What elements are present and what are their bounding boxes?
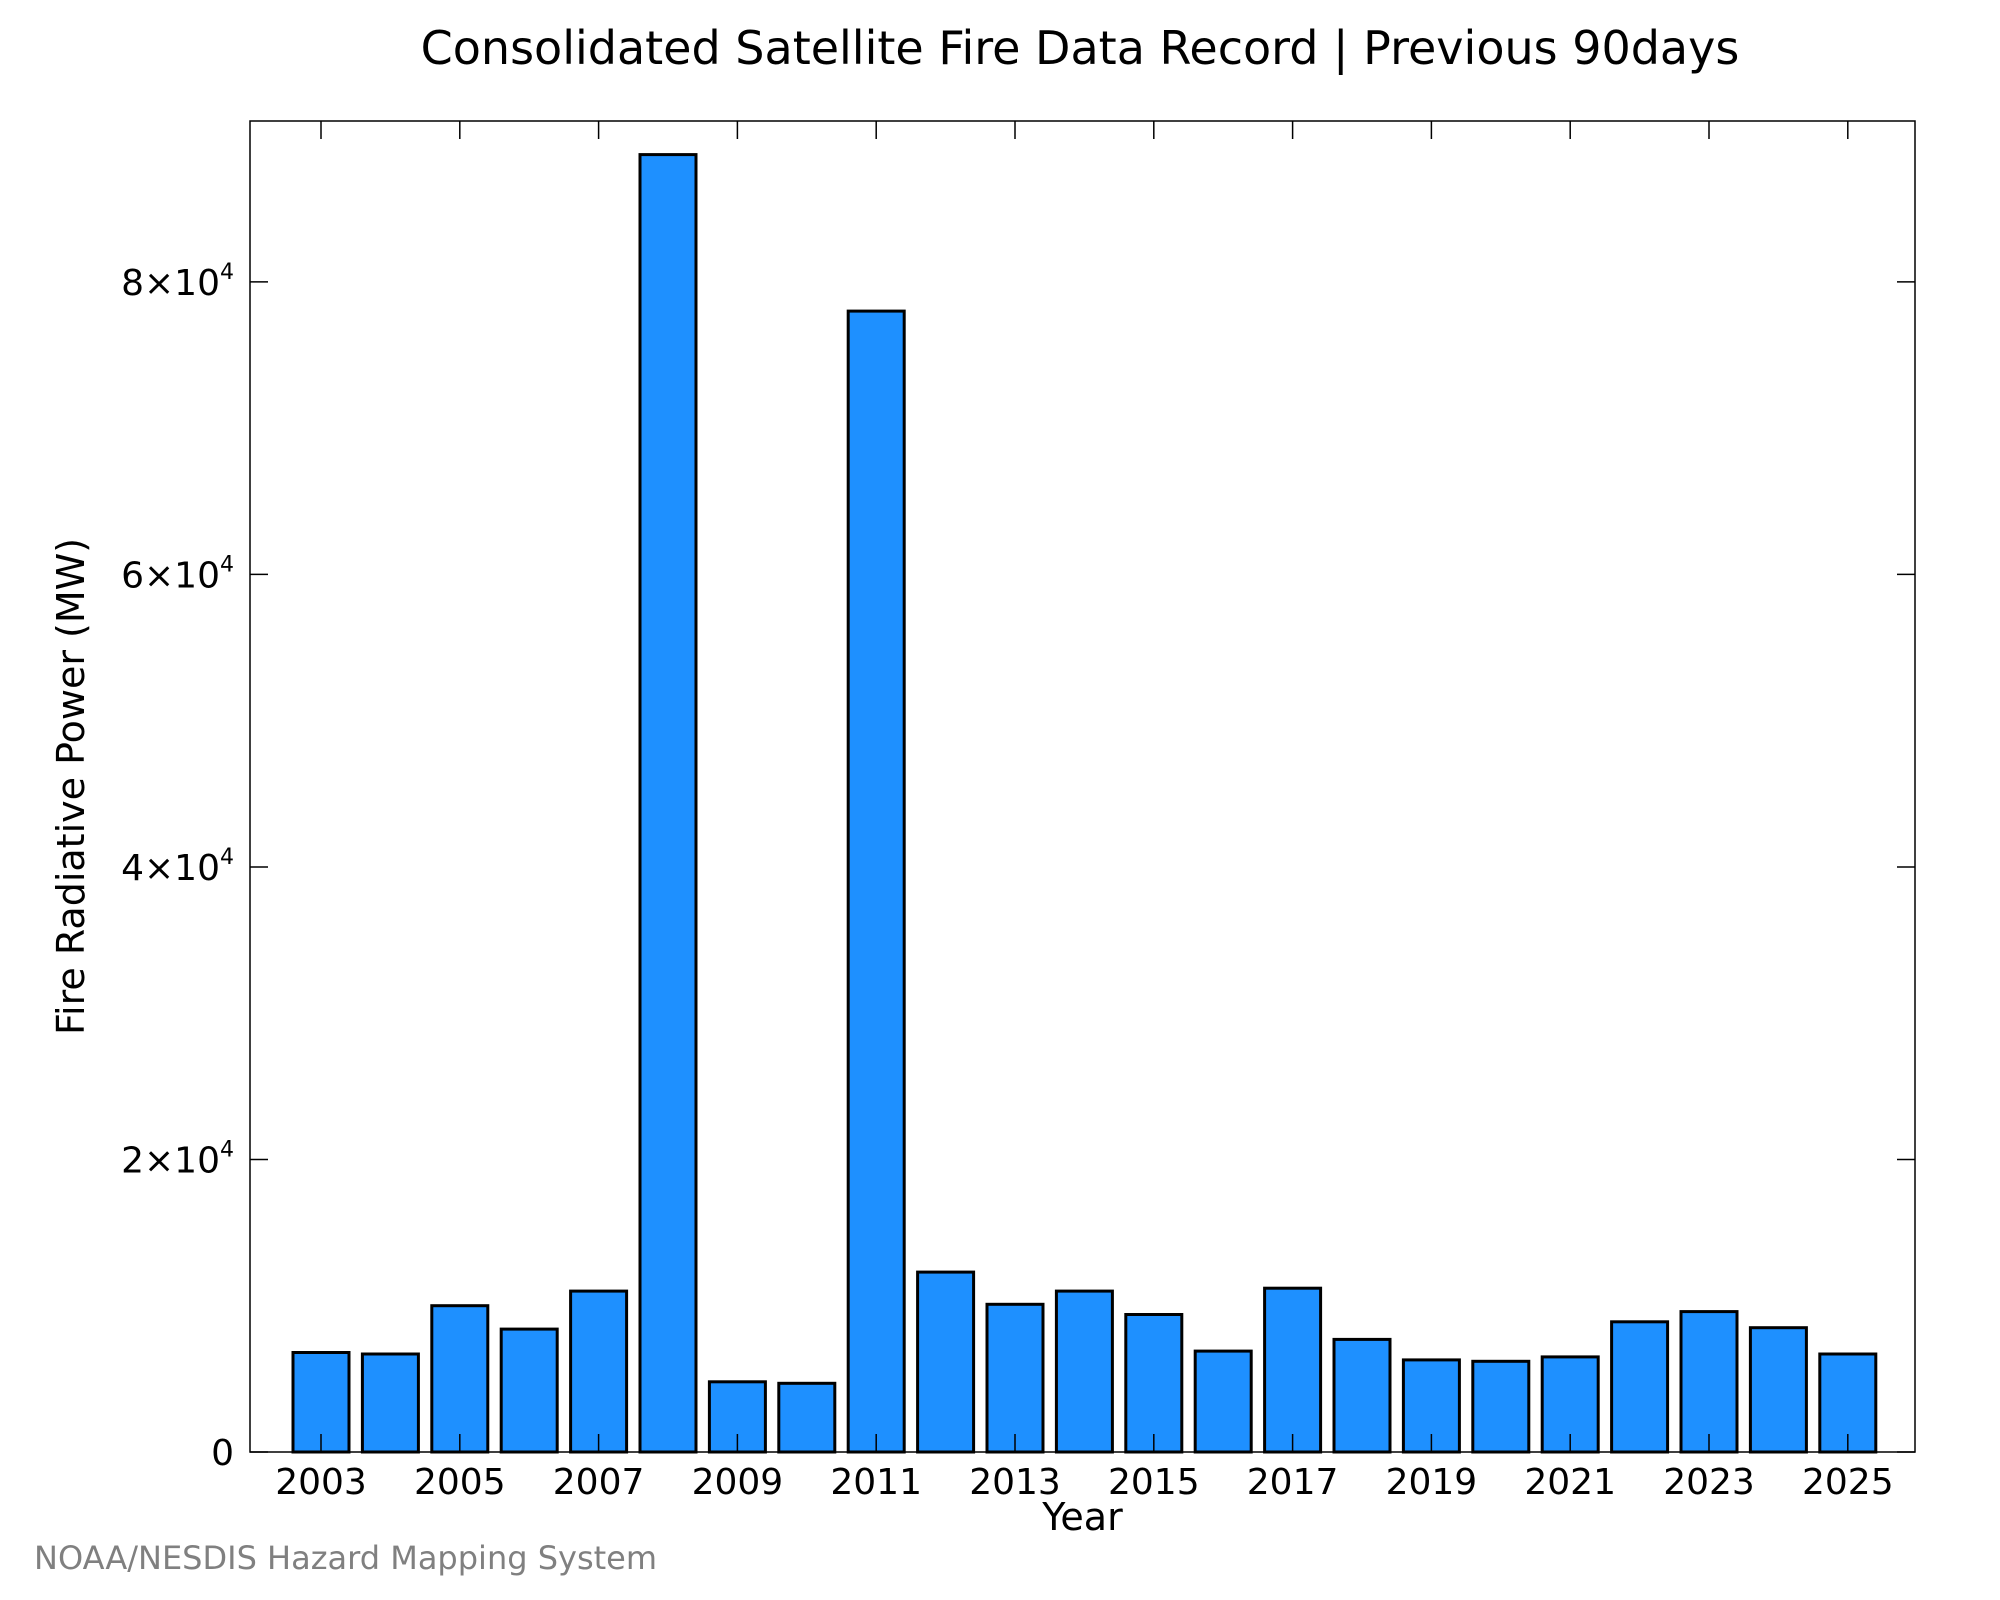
bar-2004 <box>360 1352 420 1454</box>
bar-2006 <box>499 1327 559 1454</box>
x-tick-label-2007: 2007 <box>553 1462 645 1503</box>
bar-2010 <box>777 1381 837 1454</box>
x-tick-label-2019: 2019 <box>1386 1462 1478 1503</box>
y-tick-label-60000: 6×104 <box>121 552 234 596</box>
bar-2014 <box>1054 1289 1114 1454</box>
bar-2017 <box>1263 1286 1323 1454</box>
bar-2013 <box>985 1302 1045 1454</box>
x-tick-label-2009: 2009 <box>692 1462 784 1503</box>
bar-2016 <box>1193 1349 1253 1454</box>
bar-2015 <box>1124 1313 1184 1454</box>
bar-2008 <box>638 153 698 1454</box>
y-tick-label-0: 0 <box>211 1433 234 1474</box>
x-tick-label-2015: 2015 <box>1108 1462 1200 1503</box>
bar-2024 <box>1748 1326 1808 1454</box>
y-tick-label-80000: 8×104 <box>121 260 234 304</box>
plot-frame <box>249 120 1916 1453</box>
x-tick-label-2011: 2011 <box>830 1462 922 1503</box>
x-tick-label-2021: 2021 <box>1524 1462 1616 1503</box>
y-tick-label-20000: 2×104 <box>121 1137 234 1181</box>
x-tick-label-2005: 2005 <box>414 1462 506 1503</box>
y-tick-label-40000: 4×104 <box>121 845 234 889</box>
chart-title: Consolidated Satellite Fire Data Record … <box>421 21 1740 76</box>
x-tick-label-2023: 2023 <box>1663 1462 1755 1503</box>
source-credit: NOAA/NESDIS Hazard Mapping System <box>34 1539 657 1577</box>
bar-2005 <box>430 1304 490 1454</box>
x-tick-label-2003: 2003 <box>275 1462 367 1503</box>
bars-layer <box>291 153 1878 1454</box>
bar-2012 <box>916 1270 976 1454</box>
bar-2020 <box>1471 1359 1531 1454</box>
ticks-layer: 2003 2005 2007 2009 2011 2013 2015 2017 2019 2021… <box>121 121 1915 1503</box>
bar-2011 <box>846 309 906 1454</box>
bar-2018 <box>1332 1337 1392 1454</box>
bar-2022 <box>1610 1320 1670 1454</box>
x-tick-label-2017: 2017 <box>1247 1462 1339 1503</box>
x-tick-label-2013: 2013 <box>969 1462 1061 1503</box>
x-tick-label-2025: 2025 <box>1802 1462 1894 1503</box>
bar-2007 <box>569 1289 629 1454</box>
bar-2023 <box>1679 1310 1739 1454</box>
y-axis-label: Fire Radiative Power (MW) <box>49 538 93 1035</box>
x-axis-label: Year <box>1041 1495 1123 1539</box>
